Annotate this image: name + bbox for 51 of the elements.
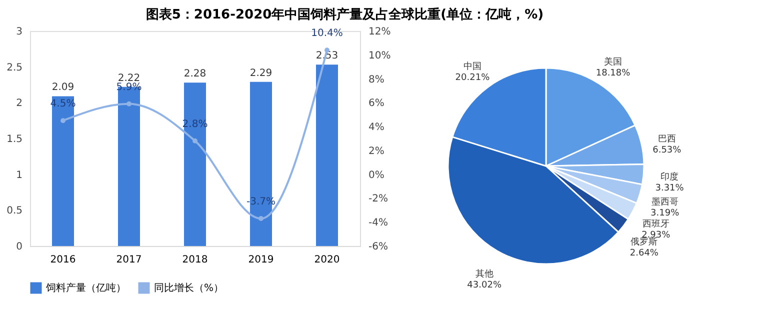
data-label: 2.28 bbox=[184, 68, 206, 80]
point bbox=[126, 101, 132, 106]
data-label: 43.02% bbox=[467, 280, 502, 291]
data-label: 3.31% bbox=[655, 184, 684, 194]
x-tick-label: 2016 bbox=[50, 254, 76, 266]
data-label: 20.21% bbox=[455, 73, 490, 84]
data-label: 2.64% bbox=[630, 248, 659, 259]
point bbox=[192, 138, 198, 144]
slice-label: 美国 bbox=[604, 56, 622, 68]
y2-tick-label: 4% bbox=[368, 122, 384, 134]
legend-label: 同比增长（%） bbox=[154, 282, 224, 294]
point bbox=[60, 118, 66, 124]
data-label: 18.18% bbox=[596, 68, 631, 79]
slice-label: 中国 bbox=[463, 61, 482, 72]
y-tick-label: 2 bbox=[16, 98, 22, 110]
bar bbox=[184, 82, 206, 246]
y2-tick-label: 8% bbox=[368, 74, 384, 86]
y2-tick-label: 2% bbox=[368, 146, 384, 157]
data-label: 2.22 bbox=[118, 72, 140, 84]
y2-tick-label: 6% bbox=[368, 98, 384, 110]
y2-tick-label: -6% bbox=[368, 242, 388, 252]
y-tick-label: 0.5 bbox=[6, 206, 22, 217]
y2-tick-label: 12% bbox=[368, 26, 391, 38]
x-tick-label: 2017 bbox=[116, 254, 142, 266]
data-label: 2.09 bbox=[52, 82, 74, 94]
slice-label: 墨西哥 bbox=[651, 196, 678, 208]
y-tick-label: 3 bbox=[16, 26, 22, 38]
y-tick-label: 1 bbox=[16, 170, 22, 181]
y2-tick-label: -2% bbox=[368, 194, 388, 205]
y2-tick-label: -4% bbox=[368, 218, 388, 229]
slice-label: 其他 bbox=[475, 268, 494, 280]
point bbox=[258, 216, 264, 222]
slice-label: 巴西 bbox=[658, 134, 676, 145]
y2-tick-label: 0% bbox=[368, 170, 384, 181]
y-tick-label: 0 bbox=[16, 242, 22, 252]
data-label: 2.29 bbox=[250, 68, 272, 79]
x-tick-label: 2020 bbox=[314, 254, 340, 266]
y-tick-label: 1.5 bbox=[6, 134, 22, 145]
bar bbox=[316, 64, 338, 246]
data-label: 6.53% bbox=[652, 146, 682, 156]
data-label: 3.19% bbox=[650, 208, 680, 218]
y-tick-label: 2.5 bbox=[6, 62, 22, 74]
slice-label: 西班牙 bbox=[642, 218, 670, 230]
x-tick-label: 2019 bbox=[248, 254, 274, 266]
data-label: 10.4% bbox=[311, 28, 343, 40]
x-tick-label: 2018 bbox=[182, 254, 208, 266]
chart-title: 图表5：2016-2020年中国饲料产量及占全球比重(单位：亿吨，%) bbox=[146, 6, 544, 22]
slice-label: 印度 bbox=[660, 172, 679, 183]
y2-tick-label: 10% bbox=[368, 50, 391, 62]
legend-label: 饲料产量（亿吨） bbox=[45, 282, 126, 294]
bar bbox=[52, 96, 74, 246]
